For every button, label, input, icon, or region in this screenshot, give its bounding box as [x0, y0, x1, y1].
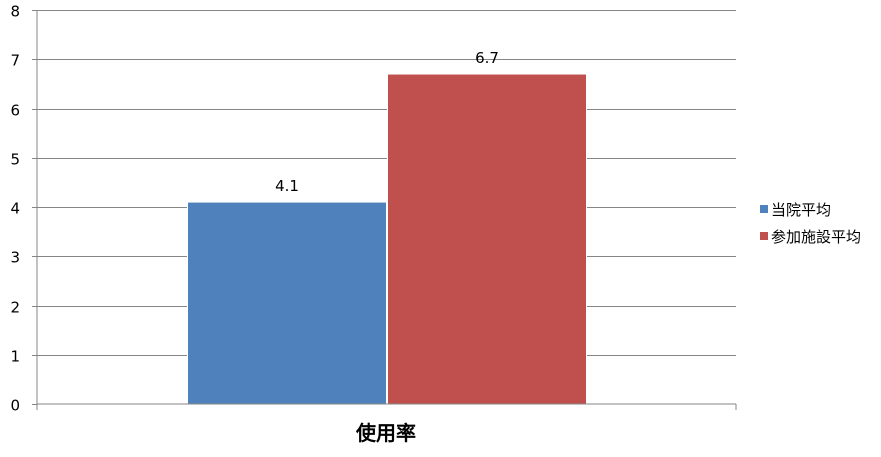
bar-2 [387, 73, 587, 405]
y-tick-label: 1 [10, 348, 20, 366]
legend-swatch [760, 232, 768, 240]
y-axis-ticks: 0 1 2 3 4 5 6 7 8 [10, 3, 37, 415]
y-tick-label: 3 [10, 249, 20, 267]
legend-label: 当院平均 [771, 201, 831, 219]
legend-label: 参加施設平均 [771, 228, 861, 246]
legend-swatch [760, 205, 768, 213]
bars [187, 73, 587, 405]
y-tick-label: 7 [10, 52, 20, 70]
y-tick-label: 8 [10, 3, 20, 21]
data-label: 4.1 [275, 177, 299, 195]
y-tick-label: 2 [10, 299, 20, 317]
y-tick-label: 4 [10, 200, 20, 218]
data-labels: 4.1 6.7 [275, 49, 499, 195]
bar-1 [187, 201, 387, 405]
y-tick-label: 6 [10, 102, 20, 120]
y-tick-label: 5 [10, 151, 20, 169]
y-tick-label: 0 [10, 397, 20, 415]
data-label: 6.7 [475, 49, 499, 67]
category-label: 使用率 [355, 421, 416, 445]
